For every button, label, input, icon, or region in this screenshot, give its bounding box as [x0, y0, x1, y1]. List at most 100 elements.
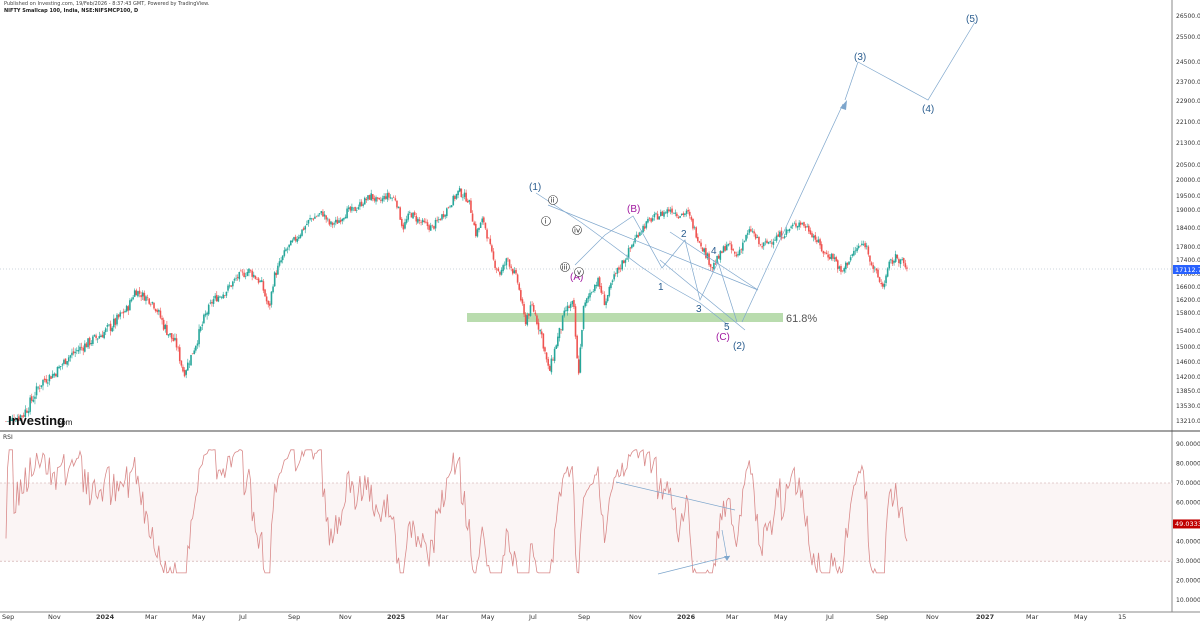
candle-body [219, 296, 221, 298]
rsi-lower-trendline[interactable] [657, 555, 731, 575]
candle-body [899, 259, 902, 265]
candle-body [359, 202, 361, 207]
candle-body [624, 259, 627, 263]
candle-body [511, 268, 514, 274]
candle-body [767, 241, 770, 244]
candle-body [222, 294, 224, 299]
rsi-upper-trendline[interactable] [615, 481, 736, 511]
candle-body [16, 418, 19, 421]
candle-body [40, 385, 43, 388]
abc-path[interactable] [574, 215, 738, 323]
wave-upper-channel[interactable] [547, 204, 759, 291]
candle-body [764, 241, 767, 243]
candle-body [90, 342, 93, 345]
candle-body [241, 271, 244, 273]
candle-body [705, 248, 707, 258]
candle-body [808, 225, 810, 232]
candle-body [259, 280, 261, 282]
candle-body [19, 415, 22, 421]
candle-body [709, 264, 712, 267]
price-tick-label: 22100.00 [1176, 119, 1200, 126]
candle-body [869, 255, 871, 262]
time-tick-label: Sep [578, 613, 590, 621]
candle-body [663, 212, 665, 217]
candle-body [819, 239, 821, 246]
candle-body [713, 262, 715, 270]
candle-body [643, 226, 646, 229]
wave-4-5-projection[interactable] [857, 21, 976, 101]
candle-body [69, 355, 72, 358]
candle-body [796, 225, 799, 228]
candle-body [742, 242, 744, 251]
candle-body [67, 357, 70, 362]
candle-body [515, 269, 517, 274]
wave-3-projection[interactable] [741, 103, 844, 323]
candlestick-series [5, 185, 908, 422]
candle-body [125, 305, 128, 312]
candle-body [449, 206, 451, 208]
candle-body [579, 347, 582, 373]
candle-body [901, 259, 903, 261]
price-tick-label: 15400.00 [1176, 328, 1200, 335]
candle-body [394, 198, 397, 201]
candle-body [444, 215, 447, 217]
candle-body [516, 274, 519, 283]
candle-body [265, 296, 268, 302]
candle-body [503, 264, 506, 266]
candle-body [785, 229, 788, 235]
wave-trendlines[interactable] [535, 21, 976, 575]
wave-label-1-minor: 1 [658, 282, 664, 293]
price-tick-label: 14200.00 [1176, 374, 1200, 381]
candle-body [306, 223, 308, 225]
candle-body [174, 337, 176, 341]
rsi-arrow[interactable] [721, 529, 728, 559]
time-tick-label: Jul [238, 613, 247, 621]
candle-body [138, 290, 141, 294]
roman-wave-labels: i ii iii iv v [541, 195, 584, 277]
candle-body [507, 258, 509, 260]
candle-body [238, 272, 241, 280]
candle-body [59, 366, 62, 367]
candle-body [635, 234, 638, 238]
candle-body [814, 235, 817, 240]
candle-body [336, 219, 339, 224]
candle-body [877, 269, 879, 278]
candle-body [85, 343, 88, 348]
candle-body [795, 223, 797, 227]
time-axis[interactable]: Sep Nov 2024 Mar May Jul Sep Nov 2025 Mar May Jul Se… [2, 613, 1126, 621]
candle-body [548, 365, 551, 371]
candle-body [227, 285, 229, 291]
candle-body [74, 351, 76, 353]
candle-body [63, 359, 65, 364]
fib-618-zone[interactable] [467, 313, 783, 322]
candle-body [780, 230, 783, 239]
candle-body [291, 240, 294, 242]
candle-body [281, 255, 284, 261]
candle-body [146, 297, 149, 298]
candle-body [391, 197, 393, 199]
candle-body [886, 268, 889, 277]
candle-body [357, 207, 360, 210]
price-axis[interactable]: 26500.00 25500.00 24500.00 23700.00 22900.00… [1176, 13, 1200, 425]
candle-body [248, 268, 250, 273]
candle-body [518, 283, 521, 290]
candle-body [497, 268, 500, 271]
time-tick-label: 2024 [96, 613, 115, 621]
candle-body [256, 279, 258, 280]
candle-body [233, 278, 236, 281]
candle-body [708, 253, 710, 265]
wave-channel-upper-2[interactable] [669, 231, 759, 291]
candle-body [201, 324, 204, 326]
wave-3-top[interactable] [844, 61, 859, 101]
candle-body [167, 334, 170, 336]
candle-body [590, 292, 593, 293]
candle-body [288, 244, 290, 248]
wave-lower-channel[interactable] [535, 192, 729, 326]
candle-body [130, 299, 133, 302]
price-tick-label: 25500.00 [1176, 34, 1200, 41]
candle-body [619, 268, 622, 270]
candle-body [106, 325, 109, 327]
rsi-tick-label: 60.0000 [1176, 500, 1200, 507]
candle-body [207, 304, 210, 315]
